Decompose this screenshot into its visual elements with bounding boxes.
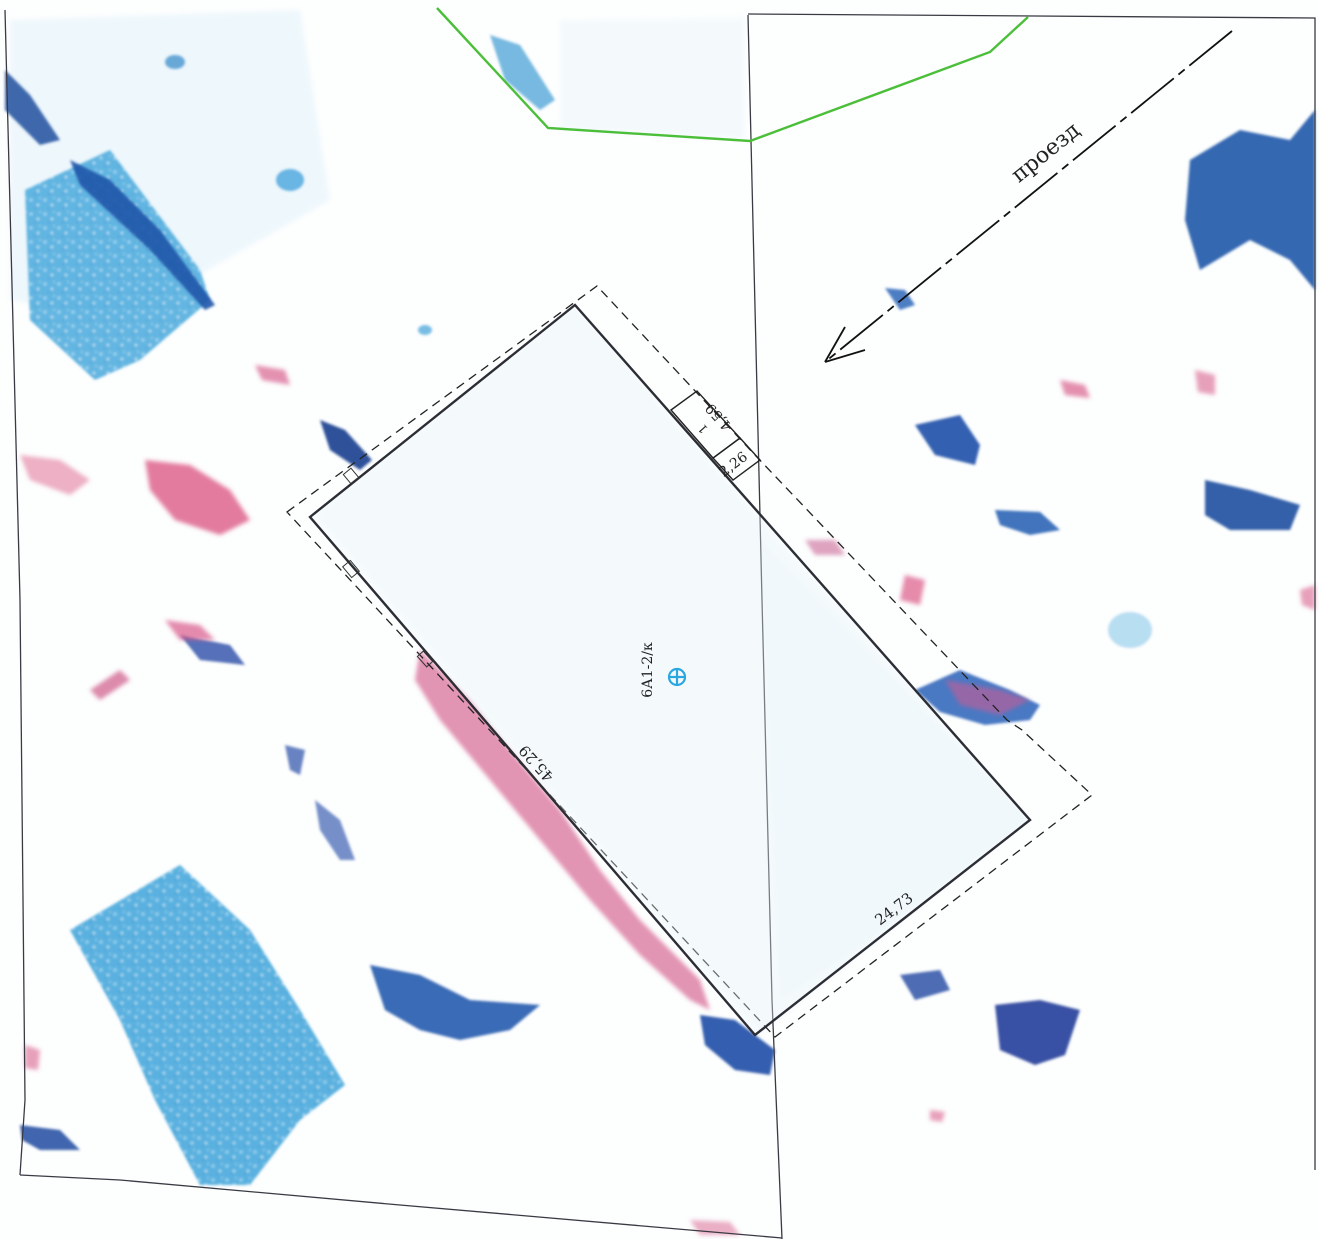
pink-spots: [20, 365, 1315, 1235]
vertical-boundary-line: [747, 14, 783, 1239]
blue-area-bottom-left: [70, 865, 345, 1185]
porch: [669, 390, 762, 481]
dark-spots: [5, 70, 1315, 1150]
porch-depth-label: 2,26: [716, 449, 751, 481]
blue-area-patches: [25, 35, 1152, 1185]
building-outline: [308, 303, 1032, 1037]
left-boundary-line: [4, 9, 26, 1176]
green-boundary-line: [436, 7, 1029, 143]
road-label: проезд: [1007, 118, 1085, 188]
road-direction-arrow: [824, 30, 1233, 363]
bottom-boundary-line: [19, 1174, 783, 1239]
top-boundary-line: [747, 13, 1316, 1170]
porch-number-label: 1: [695, 421, 711, 436]
dark-spot-top-right: [1185, 110, 1315, 290]
small-ticks: [341, 467, 434, 668]
survey-point-icon: [667, 667, 687, 687]
building-label: 6А1-2/к: [640, 642, 656, 698]
blue-area-top-left: [25, 150, 210, 380]
parcel-boundaries: [4, 9, 1316, 1239]
building-offset-outline: [286, 285, 1094, 1038]
porch-step: [711, 437, 762, 481]
blue-area-top-center: [490, 35, 555, 110]
